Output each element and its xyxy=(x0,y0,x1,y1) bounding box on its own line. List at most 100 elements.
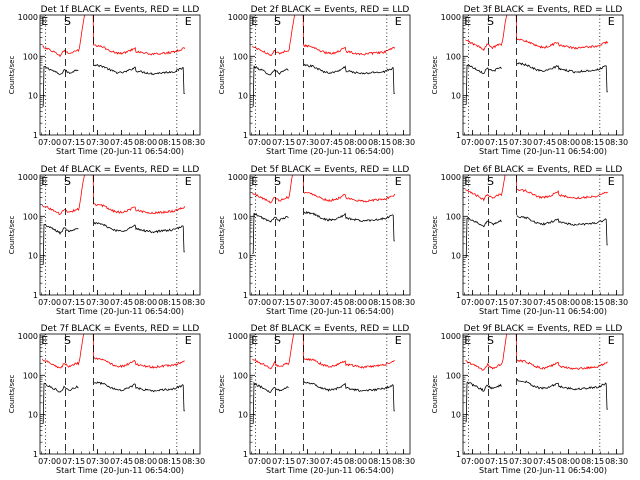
y-axis-label: Counts/sec xyxy=(8,56,16,95)
events-series-line xyxy=(42,222,185,265)
x-tick-label: 07:30 xyxy=(509,138,532,147)
series-group xyxy=(42,334,185,424)
axes-frame xyxy=(462,333,624,455)
x-tick-label: 07:30 xyxy=(509,298,532,307)
axes-frame xyxy=(462,174,624,296)
x-tick-label: 07:15 xyxy=(485,138,508,147)
axes-frame xyxy=(249,174,411,296)
start-marker-label: E xyxy=(464,175,471,188)
end-marker-label: E xyxy=(395,15,402,28)
x-tick-label: 07:15 xyxy=(272,138,295,147)
x-tick-label: 07:00 xyxy=(38,138,61,147)
series-group xyxy=(465,15,609,105)
end-marker-label: E xyxy=(608,334,615,347)
x-tick-label: 07:15 xyxy=(62,457,85,466)
x-axis-label: Start Time (20-Jun-11 06:54:00) xyxy=(479,307,607,316)
series-group xyxy=(465,334,608,423)
axes-frame xyxy=(249,333,411,455)
y-tick-label: 1000 xyxy=(228,332,248,341)
y-tick-label: 1 xyxy=(243,291,248,300)
x-tick-label: 07:45 xyxy=(533,457,556,466)
start-marker-label: E xyxy=(464,334,471,347)
x-axis-label: Start Time (20-Jun-11 06:54:00) xyxy=(56,147,184,156)
x-tick-label: 07:30 xyxy=(86,138,109,147)
panel-title: Det 2f BLACK = Events, RED = LLD xyxy=(251,5,410,15)
x-tick-label: 07:00 xyxy=(248,138,271,147)
axes-frame xyxy=(39,14,201,136)
s-marker-label: S xyxy=(64,334,71,347)
y-tick-label: 100 xyxy=(23,371,38,380)
y-tick-label: 1000 xyxy=(18,332,38,341)
x-tick-label: 08:15 xyxy=(158,138,181,147)
x-tick-label: 07:15 xyxy=(485,298,508,307)
panel-title: Det 6f BLACK = Events, RED = LLD xyxy=(464,165,623,175)
x-tick-label: 08:00 xyxy=(134,138,157,147)
y-tick-label: 10 xyxy=(451,252,461,261)
x-tick-label: 07:15 xyxy=(272,457,295,466)
x-tick-label: 07:45 xyxy=(110,298,133,307)
lld-series-line xyxy=(42,15,186,58)
y-tick-label: 1000 xyxy=(228,173,248,182)
x-tick-label: 08:30 xyxy=(605,457,628,466)
x-tick-label: 07:00 xyxy=(248,298,271,307)
s-marker-label: S xyxy=(274,15,281,28)
s-marker-label: S xyxy=(64,175,71,188)
y-tick-label: 1 xyxy=(456,131,461,140)
y-tick-label: 1000 xyxy=(18,173,38,182)
x-axis-label: Start Time (20-Jun-11 06:54:00) xyxy=(266,307,394,316)
end-marker-label: E xyxy=(185,15,192,28)
events-series-line xyxy=(465,62,608,105)
axes-frame xyxy=(462,14,624,136)
x-tick-label: 08:30 xyxy=(605,138,628,147)
x-tick-label: 08:15 xyxy=(581,298,604,307)
x-tick-label: 08:00 xyxy=(344,457,367,466)
start-marker-label: E xyxy=(251,175,258,188)
x-tick-label: 08:00 xyxy=(344,298,367,307)
s-marker-label: S xyxy=(274,334,281,347)
x-axis-label: Start Time (20-Jun-11 06:54:00) xyxy=(479,147,607,156)
x-tick-label: 08:15 xyxy=(158,298,181,307)
panel-title: Det 3f BLACK = Events, RED = LLD xyxy=(464,5,623,15)
x-tick-label: 07:45 xyxy=(533,138,556,147)
y-tick-label: 10 xyxy=(28,252,38,261)
x-axis-label: Start Time (20-Jun-11 06:54:00) xyxy=(266,147,394,156)
x-tick-label: 07:45 xyxy=(320,457,343,466)
y-axis-label: Counts/sec xyxy=(431,56,439,95)
y-tick-label: 100 xyxy=(446,212,461,221)
x-tick-label: 07:15 xyxy=(272,298,295,307)
s-marker-label: S xyxy=(274,175,281,188)
y-tick-label: 1 xyxy=(33,450,38,459)
panel-title: Det 4f BLACK = Events, RED = LLD xyxy=(41,165,200,175)
axes-frame xyxy=(39,333,201,455)
y-tick-label: 100 xyxy=(233,371,248,380)
x-tick-label: 07:00 xyxy=(38,298,61,307)
x-tick-label: 07:30 xyxy=(296,298,319,307)
events-series-line xyxy=(465,215,608,258)
y-axis-label: Counts/sec xyxy=(8,375,16,414)
x-tick-label: 07:30 xyxy=(86,298,109,307)
panel-title: Det 7f BLACK = Events, RED = LLD xyxy=(41,324,200,334)
y-axis-label: Counts/sec xyxy=(218,216,226,255)
x-axis-label: Start Time (20-Jun-11 06:54:00) xyxy=(479,466,607,475)
lld-series-line xyxy=(465,334,608,371)
y-tick-label: 10 xyxy=(238,92,248,101)
x-tick-label: 08:30 xyxy=(392,457,415,466)
end-marker-label: E xyxy=(185,334,192,347)
y-axis-label: Counts/sec xyxy=(218,56,226,95)
x-tick-label: 08:00 xyxy=(134,457,157,466)
s-marker-label: S xyxy=(487,175,494,188)
x-tick-label: 08:30 xyxy=(182,138,205,147)
end-marker-label: E xyxy=(608,15,615,28)
x-tick-label: 07:15 xyxy=(485,457,508,466)
y-tick-label: 10 xyxy=(451,92,461,101)
lld-series-line xyxy=(465,175,608,202)
panel-title: Det 9f BLACK = Events, RED = LLD xyxy=(464,324,623,334)
x-tick-label: 07:45 xyxy=(320,138,343,147)
axes-frame xyxy=(39,174,201,296)
y-tick-label: 1 xyxy=(243,131,248,140)
start-marker-label: E xyxy=(251,334,258,347)
